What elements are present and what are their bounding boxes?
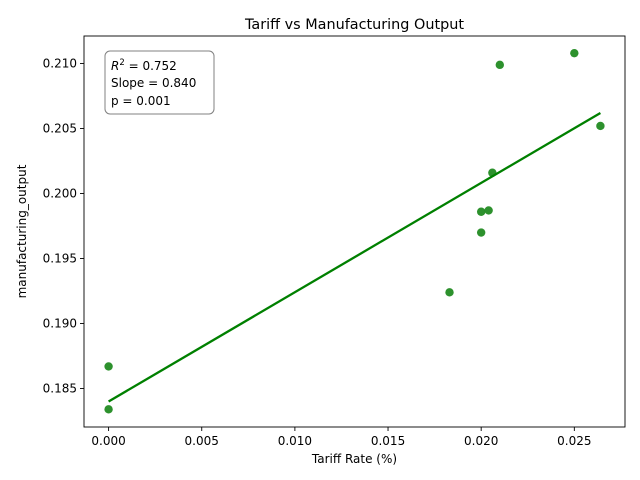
x-tick-label: 0.010 [278, 434, 312, 448]
y-axis: 0.185 0.190 0.195 0.200 0.205 0.210 [43, 57, 84, 396]
x-axis-label: Tariff Rate (%) [311, 452, 397, 466]
data-point-2 [104, 405, 113, 414]
points-layer [104, 48, 605, 414]
x-tick-label: 0.025 [557, 434, 591, 448]
x-tick-label: 0.000 [91, 434, 125, 448]
y-axis-label: manufacturing_output [15, 164, 29, 298]
r2-superscript: 2 [119, 58, 124, 68]
y-tick-label: 0.210 [43, 57, 77, 71]
p-value-line: p = 0.001 [111, 94, 171, 108]
r2-value: = 0.752 [125, 59, 177, 73]
x-tick-label: 0.005 [185, 434, 219, 448]
x-tick-label: 0.015 [371, 434, 405, 448]
data-point-10 [596, 121, 605, 131]
chart-title: Tariff vs Manufacturing Output [244, 17, 464, 33]
fit-line-layer [108, 111, 601, 403]
y-tick-label: 0.185 [43, 382, 77, 396]
x-tick-label: 0.020 [464, 434, 498, 448]
data-point-9 [570, 48, 579, 58]
data-point-6 [484, 206, 493, 215]
data-point-1 [104, 362, 113, 371]
plot-frame [83, 35, 626, 428]
data-point-8 [495, 60, 505, 70]
data-point-5 [476, 207, 486, 216]
regression-line [108, 111, 601, 403]
stats-annotation: R2 = 0.752 Slope = 0.840 p = 0.001 [104, 50, 215, 115]
y-tick-label: 0.190 [43, 317, 77, 331]
r2-symbol: R [111, 59, 119, 73]
x-axis: 0.000 0.005 0.010 0.015 0.020 0.025 [91, 427, 592, 448]
data-point-3 [445, 288, 454, 297]
r2-line: R2 = 0.752 [111, 58, 177, 73]
slope-line: Slope = 0.840 [111, 76, 196, 90]
data-point-4 [476, 228, 486, 237]
y-tick-label: 0.195 [43, 252, 77, 266]
y-tick-label: 0.200 [43, 187, 77, 201]
stats-box [104, 50, 215, 115]
y-tick-label: 0.205 [43, 122, 77, 136]
